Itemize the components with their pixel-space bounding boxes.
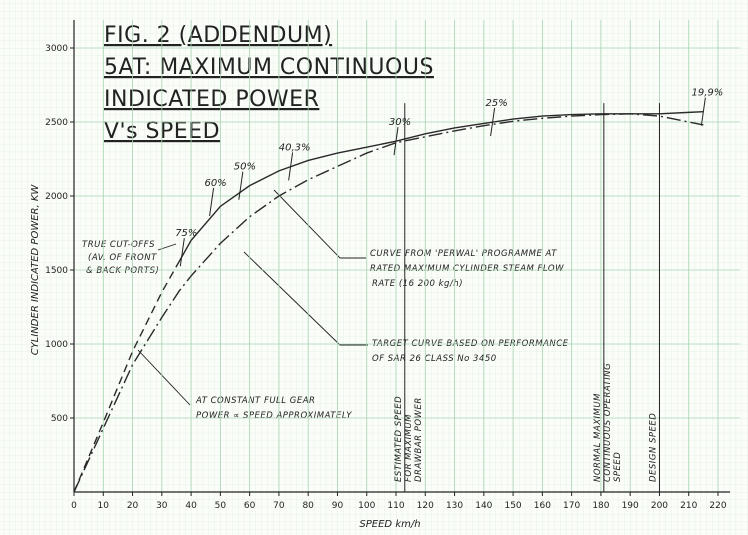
cutoff-label: 60% (204, 178, 226, 189)
y-tick-label: 1500 (45, 266, 68, 276)
cutoff-tick (209, 187, 215, 216)
cutoff-label: 40,3% (279, 142, 311, 153)
marker-label: FOR MAXIMUM (404, 414, 414, 482)
cutoff-label: 19,9% (691, 88, 723, 99)
x-tick-label: 90 (332, 501, 344, 511)
cutoff-label: 30% (389, 117, 411, 128)
cutoff-tick (700, 97, 706, 126)
cutoff-tick (393, 127, 399, 156)
series-line (73, 113, 704, 493)
marker-label: SPEED (613, 452, 623, 482)
cutoff-tick (490, 107, 496, 137)
marker-label: DRAWBAR POWER (414, 397, 424, 482)
x-tick-label: 220 (709, 501, 726, 511)
note-line: CURVE FROM 'PERWAL' PROGRAMME AT (370, 249, 557, 259)
note-line: & BACK PORTS) (86, 266, 159, 276)
note-line: RATE (16 200 kg/h) (372, 279, 463, 289)
cutoff-label: 50% (234, 162, 256, 173)
y-tick-label: 2500 (45, 118, 68, 128)
marker-label: NORMAL MAXIMUM (593, 393, 603, 482)
x-tick-label: 40 (185, 501, 197, 511)
note-line: TRUE CUT-OFFS (82, 240, 155, 250)
x-tick-label: 10 (98, 501, 110, 511)
title-line: 5AT: MAXIMUM CONTINUOUS (104, 55, 434, 80)
y-tick-label: 500 (51, 414, 68, 424)
x-tick-label: 30 (156, 501, 168, 511)
cutoff-tick (288, 152, 294, 181)
x-tick-label: 20 (127, 501, 139, 511)
x-tick-label: 190 (622, 501, 639, 511)
x-tick-label: 120 (417, 501, 434, 511)
note-line: OF SAR 26 CLASS No 3450 (372, 354, 497, 364)
y-tick-label: 3000 (45, 44, 68, 54)
leader-line (137, 349, 191, 406)
note-line: AT CONSTANT FULL GEAR (195, 396, 315, 406)
title-line: FIG. 2 (ADDENDUM) (104, 23, 332, 48)
x-tick-label: 210 (680, 501, 697, 511)
marker-label: CONTINUOUS OPERATING (603, 363, 613, 482)
y-tick-label: 2000 (45, 192, 68, 202)
leader-line (273, 189, 366, 259)
marker-label: DESIGN SPEED (648, 413, 658, 482)
x-tick-label: 60 (244, 501, 256, 511)
leader-line (157, 243, 177, 251)
cutoff-tick (238, 171, 244, 200)
x-tick-label: 170 (563, 501, 580, 511)
cutoff-label: 25% (485, 98, 507, 109)
note-line: (AV. OF FRONT (88, 253, 157, 263)
title-line: INDICATED POWER (104, 87, 319, 112)
marker-label: ESTIMATED SPEED (394, 396, 404, 482)
x-tick-label: 140 (475, 501, 492, 511)
y-tick-label: 1000 (45, 340, 68, 350)
x-tick-label: 160 (534, 501, 551, 511)
x-tick-label: 130 (446, 501, 463, 511)
x-axis-label: SPEED km/h (359, 519, 420, 530)
x-tick-label: 180 (592, 501, 609, 511)
x-tick-label: 50 (215, 501, 227, 511)
x-tick-label: 200 (651, 501, 668, 511)
note-line: RATED MAXIMUM CYLINDER STEAM FLOW (370, 264, 564, 274)
cutoff-label: 75% (175, 228, 197, 239)
x-tick-label: 150 (504, 501, 521, 511)
x-tick-label: 110 (387, 501, 404, 511)
note-line: POWER ∝ SPEED APPROXIMATELY (196, 411, 352, 421)
x-tick-label: 80 (302, 501, 314, 511)
y-axis-label: CYLINDER INDICATED POWER, KW (30, 184, 41, 356)
x-tick-label: 0 (71, 501, 77, 511)
x-tick-label: 100 (358, 501, 375, 511)
cutoff-tick (179, 238, 185, 267)
x-tick-label: 70 (273, 501, 285, 511)
leader-line (243, 251, 368, 346)
